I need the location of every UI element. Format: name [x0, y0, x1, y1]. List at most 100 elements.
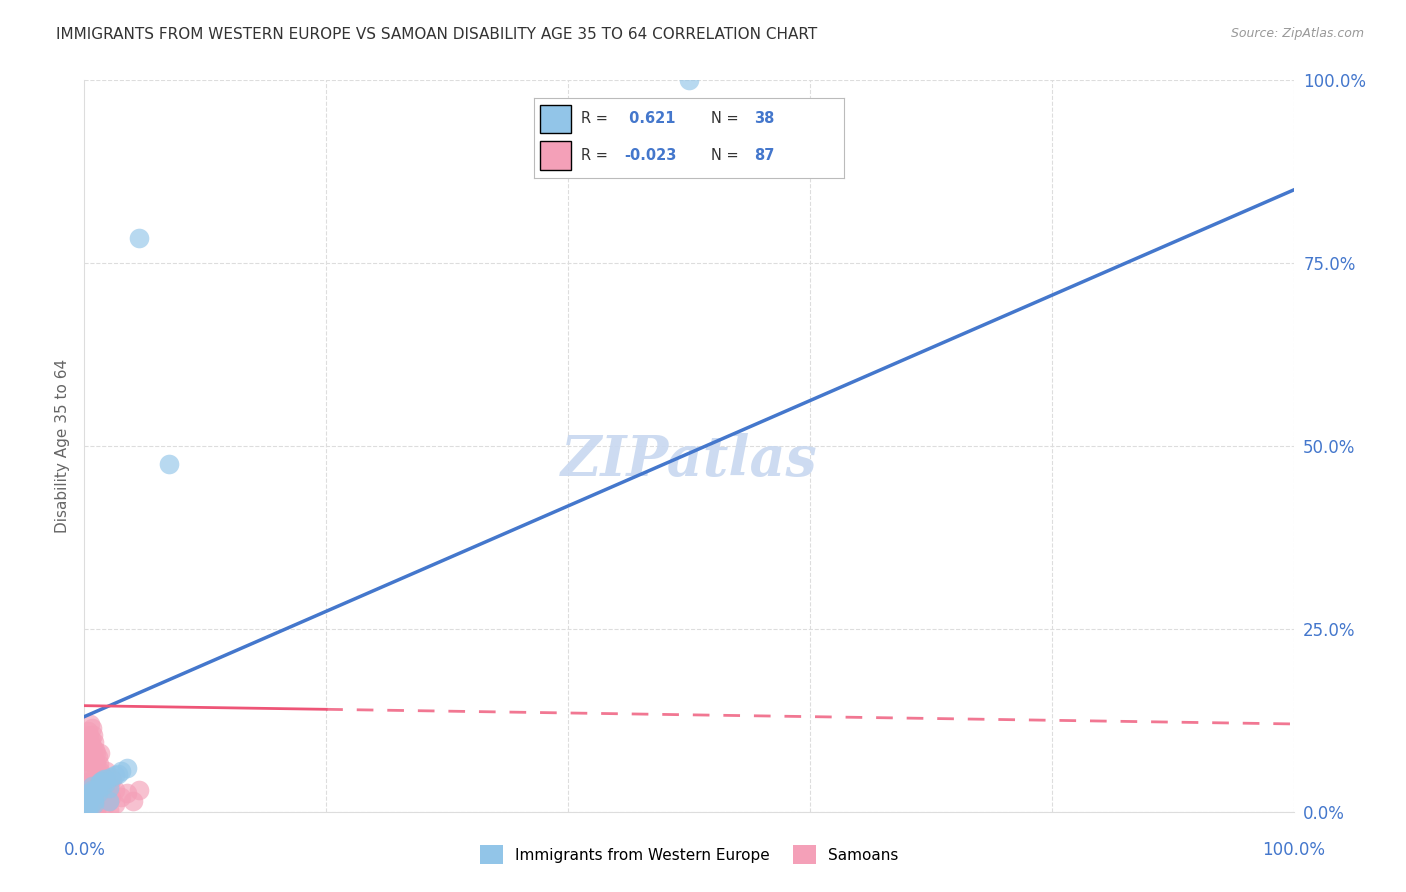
Point: [77, 796, 100, 810]
Text: 87: 87: [754, 148, 775, 163]
Point: [86, 749, 108, 764]
Point: [82, 797, 104, 812]
Point: [79, 735, 101, 749]
Point: [76, 735, 98, 749]
Point: [90, 775, 112, 789]
Point: [89, 764, 111, 779]
Point: [73, 801, 96, 815]
Text: N =: N =: [710, 148, 742, 163]
Point: [128, 782, 150, 797]
Point: [75, 764, 97, 779]
Point: [157, 457, 180, 471]
Y-axis label: Disability Age 35 to 64: Disability Age 35 to 64: [55, 359, 70, 533]
Point: [80, 790, 103, 805]
Text: -0.023: -0.023: [624, 148, 676, 163]
Text: 0.0%: 0.0%: [63, 841, 105, 859]
Point: [76, 782, 98, 797]
Point: [91, 768, 114, 782]
Point: [87, 797, 110, 812]
Point: [80, 779, 103, 793]
Point: [84, 757, 107, 772]
Point: [94, 777, 117, 791]
Point: [79, 797, 101, 812]
Point: [678, 73, 700, 87]
Point: [75, 761, 97, 775]
Point: [97, 781, 120, 796]
Point: [77, 728, 100, 742]
Point: [79, 803, 101, 817]
Point: [80, 731, 103, 746]
Point: [75, 794, 97, 808]
Text: R =: R =: [581, 148, 612, 163]
Point: [77, 754, 100, 768]
Point: [77, 724, 100, 739]
Point: [97, 794, 120, 808]
Point: [86, 787, 108, 801]
Point: [75, 794, 97, 808]
Point: [82, 739, 104, 753]
Point: [75, 782, 97, 797]
Point: [94, 764, 117, 779]
Point: [75, 790, 97, 805]
Point: [77, 790, 100, 805]
Point: [110, 790, 132, 805]
Point: [91, 779, 114, 793]
Point: [82, 746, 104, 760]
Point: [91, 782, 114, 797]
Point: [94, 779, 117, 793]
Point: [86, 782, 108, 797]
Point: [77, 794, 100, 808]
Point: [79, 798, 101, 813]
Point: [97, 803, 120, 817]
Text: R =: R =: [581, 112, 612, 127]
Point: [76, 754, 98, 768]
Point: [86, 794, 108, 808]
Point: [77, 746, 100, 760]
Point: [83, 794, 105, 808]
Text: 38: 38: [754, 112, 775, 127]
Point: [87, 757, 110, 772]
Point: [80, 794, 103, 808]
Point: [79, 717, 101, 731]
Point: [315, 815, 337, 830]
Point: [82, 782, 104, 797]
Point: [79, 791, 101, 805]
Point: [115, 761, 138, 775]
Point: [98, 779, 121, 793]
Point: [87, 779, 110, 793]
Point: [128, 230, 150, 244]
Point: [82, 789, 104, 803]
Point: [82, 728, 104, 742]
Point: [73, 797, 96, 812]
Point: [75, 779, 97, 793]
Point: [83, 735, 105, 749]
Point: [83, 742, 105, 756]
Point: [107, 766, 129, 780]
Point: [76, 787, 98, 801]
Text: ZIPatlas: ZIPatlas: [561, 434, 817, 488]
Point: [75, 797, 97, 812]
Point: [84, 784, 107, 798]
Point: [75, 787, 97, 801]
Point: [79, 790, 101, 805]
FancyBboxPatch shape: [540, 104, 571, 134]
Point: [77, 801, 100, 815]
Point: [75, 803, 97, 817]
Point: [86, 803, 108, 817]
Point: [76, 794, 98, 808]
Point: [97, 787, 120, 801]
Point: [76, 797, 98, 812]
Point: [82, 790, 104, 805]
Text: IMMIGRANTS FROM WESTERN EUROPE VS SAMOAN DISABILITY AGE 35 TO 64 CORRELATION CHA: IMMIGRANTS FROM WESTERN EUROPE VS SAMOAN…: [56, 27, 817, 42]
Text: 100.0%: 100.0%: [1263, 841, 1324, 859]
Point: [75, 790, 97, 805]
Point: [100, 790, 122, 805]
Point: [76, 731, 98, 746]
Point: [93, 772, 115, 786]
Point: [75, 797, 97, 812]
Point: [73, 801, 96, 815]
Point: [86, 768, 108, 782]
Point: [86, 772, 108, 786]
Point: [94, 797, 117, 812]
Point: [87, 777, 110, 791]
